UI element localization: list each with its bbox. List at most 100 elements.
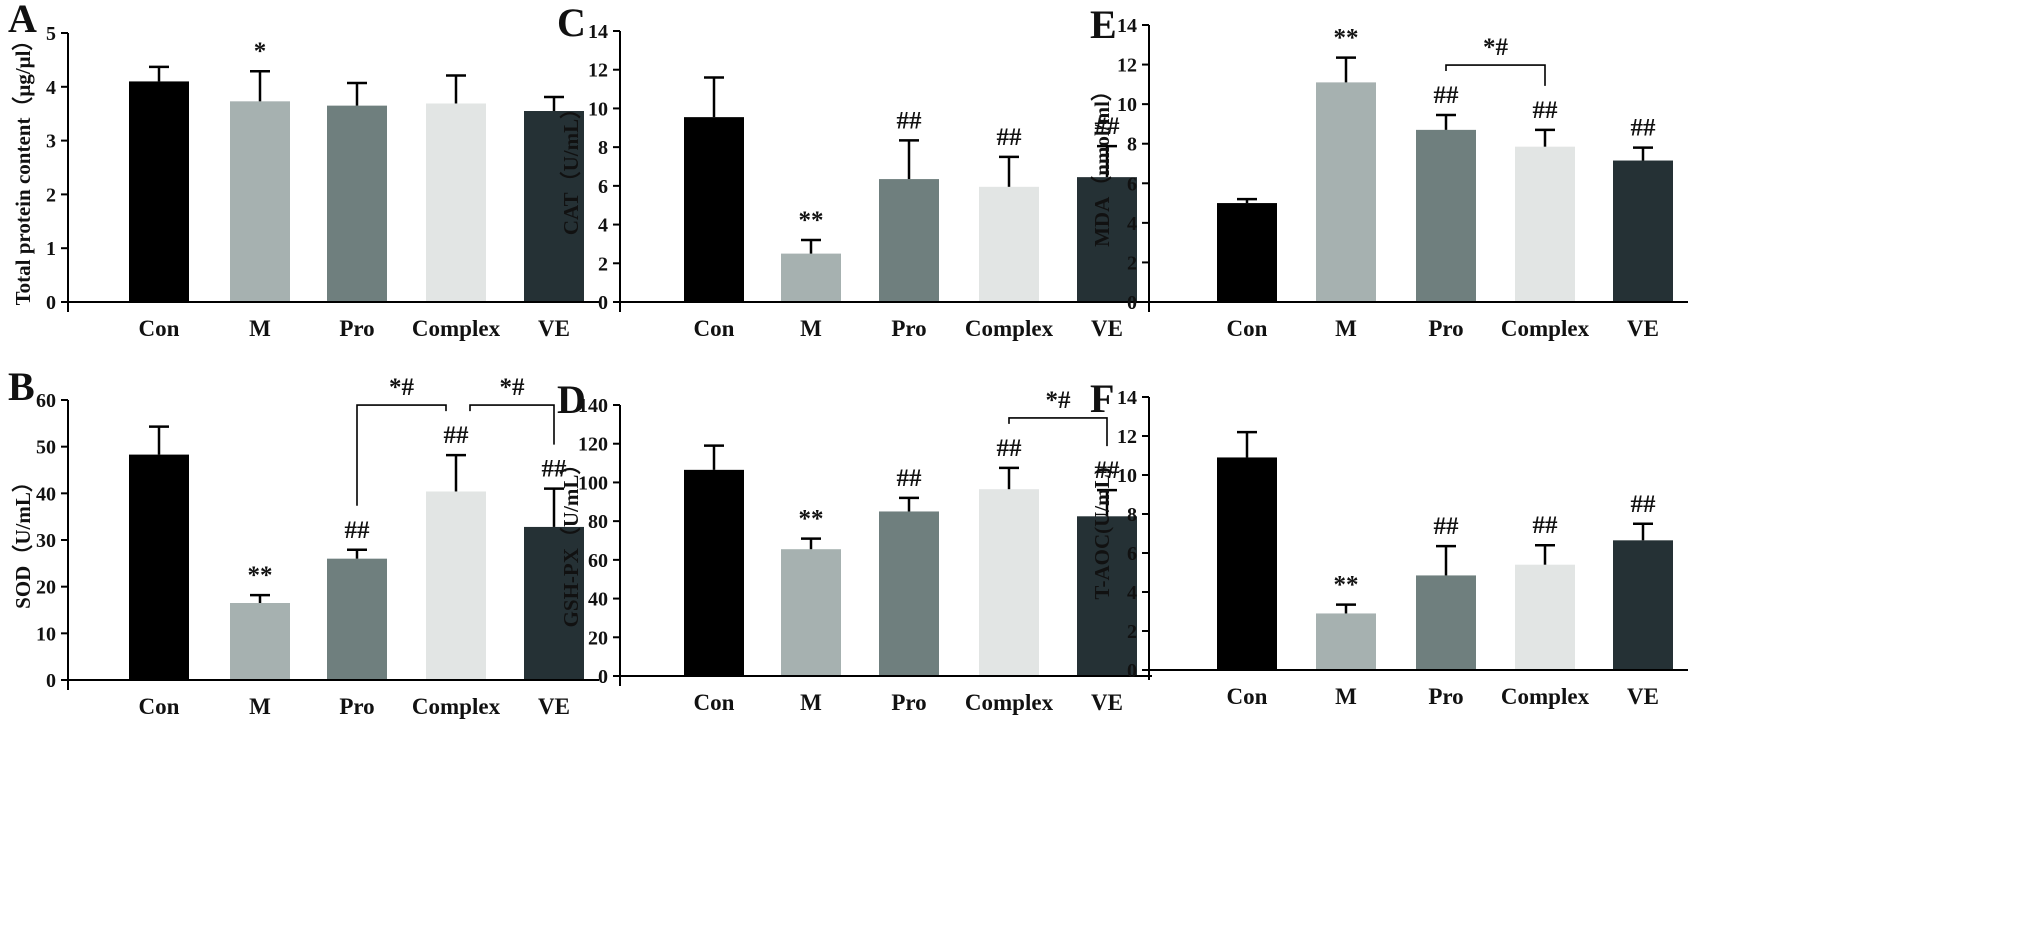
y-tick-label: 20	[36, 577, 56, 599]
category-label: Pro	[339, 694, 374, 719]
bar-m	[1316, 613, 1376, 670]
y-tick-label: 10	[1117, 465, 1137, 487]
y-tick-label: 4	[1127, 213, 1137, 235]
y-tick-label: 80	[588, 511, 608, 533]
bracket-label: *#	[1483, 34, 1509, 61]
panel-letter: D	[557, 377, 586, 422]
bar-ve	[524, 526, 584, 680]
bar-m	[1316, 82, 1376, 302]
significance-label: **	[1334, 572, 1359, 599]
significance-label: ##	[345, 517, 371, 544]
category-label: Con	[139, 694, 180, 719]
category-label: VE	[1091, 316, 1123, 341]
bracket-label: *#	[500, 374, 526, 401]
y-tick-label: 60	[588, 550, 608, 572]
category-label: Pro	[891, 690, 926, 715]
y-tick-label: 6	[1127, 543, 1137, 565]
y-tick-label: 0	[46, 292, 56, 314]
significance-label: ##	[1533, 97, 1559, 124]
y-tick-label: 0	[1127, 660, 1137, 682]
y-tick-label: 2	[598, 253, 608, 275]
bar-complex	[426, 103, 486, 302]
category-label: Pro	[1428, 684, 1463, 709]
panel-letter: A	[8, 0, 37, 41]
y-tick-label: 0	[1127, 292, 1137, 314]
chart-panel-a: A Con * M Pro Complex VE 0 1 2 3 4 5 Total protein co…	[8, 0, 599, 341]
category-label: VE	[1091, 690, 1123, 715]
y-tick-label: 4	[46, 77, 56, 99]
bar-ve	[524, 111, 584, 302]
y-axis-label: Total protein content（μg/μl）	[11, 30, 35, 306]
y-tick-label: 10	[36, 623, 56, 645]
bar-m	[230, 603, 290, 680]
significance-label: *	[254, 38, 267, 65]
chart-panel-b: B Con ** M ## Pro ## Complex ## VE 0 10 20 30 40 50 60 SO…	[8, 364, 599, 719]
significance-label: ##	[444, 422, 470, 449]
bar-ve	[1077, 177, 1137, 302]
bar-complex	[979, 186, 1039, 302]
bar-pro	[327, 105, 387, 302]
y-tick-label: 12	[588, 60, 608, 82]
category-label: Complex	[412, 694, 501, 719]
category-label: M	[1335, 316, 1357, 341]
significance-label: ##	[1434, 82, 1460, 109]
comparison-bracket	[1008, 417, 1108, 447]
bar-pro	[1416, 575, 1476, 670]
y-axis-label: MDA（nmol/ml）	[1090, 80, 1114, 247]
significance-label: **	[248, 562, 273, 589]
y-tick-label: 0	[598, 292, 608, 314]
comparison-bracket	[356, 404, 447, 506]
category-label: Con	[694, 690, 735, 715]
significance-label: ##	[1095, 113, 1121, 140]
y-tick-label: 2	[1127, 621, 1137, 643]
y-tick-label: 10	[588, 98, 608, 120]
comparison-bracket	[1445, 64, 1546, 86]
y-tick-label: 50	[36, 437, 56, 459]
comparison-bracket	[469, 404, 555, 445]
bracket-label: *#	[1046, 387, 1072, 414]
bar-complex	[426, 491, 486, 680]
y-tick-label: 1	[46, 238, 56, 260]
bar-con	[1217, 203, 1277, 302]
category-label: Pro	[891, 316, 926, 341]
y-axis-label: T-AOC(U/mL)	[1090, 467, 1114, 599]
category-label: Pro	[339, 316, 374, 341]
significance-label: ##	[1533, 512, 1559, 539]
y-tick-label: 8	[1127, 504, 1137, 526]
y-tick-label: 12	[1117, 55, 1137, 77]
bar-complex	[1515, 564, 1575, 670]
category-label: VE	[538, 316, 570, 341]
category-label: Complex	[1501, 316, 1590, 341]
y-tick-label: 30	[36, 530, 56, 552]
y-tick-label: 6	[598, 176, 608, 198]
significance-label: ##	[897, 107, 923, 134]
chart-panel-f: F Con ** M ## Pro ## Complex ## VE 0 2 4 6 8 10 12 14 T-AO…	[1090, 376, 1688, 709]
significance-label: ##	[1631, 491, 1657, 518]
category-label: Complex	[1501, 684, 1590, 709]
category-label: Complex	[965, 316, 1054, 341]
y-tick-label: 2	[46, 184, 56, 206]
category-label: M	[249, 316, 271, 341]
y-tick-label: 10	[1117, 94, 1137, 116]
category-label: Complex	[965, 690, 1054, 715]
y-tick-label: 3	[46, 131, 56, 153]
category-label: Con	[1227, 684, 1268, 709]
significance-label: ##	[897, 465, 923, 492]
bar-m	[230, 101, 290, 303]
significance-label: **	[799, 506, 824, 533]
bar-ve	[1613, 160, 1673, 302]
y-axis-label: GSH-PX（U/mL）	[559, 454, 583, 628]
bar-con	[684, 117, 744, 302]
panel-letter: F	[1090, 376, 1114, 421]
category-label: VE	[1627, 684, 1659, 709]
y-tick-label: 0	[598, 666, 608, 688]
y-tick-label: 40	[588, 589, 608, 611]
y-axis-label: CAT（U/mL）	[559, 98, 583, 235]
y-tick-label: 14	[1117, 15, 1137, 37]
y-tick-label: 2	[1127, 252, 1137, 274]
y-tick-label: 14	[1117, 387, 1137, 409]
panel-letter: E	[1090, 2, 1117, 47]
bar-m	[781, 253, 841, 302]
significance-label: ##	[997, 124, 1023, 151]
